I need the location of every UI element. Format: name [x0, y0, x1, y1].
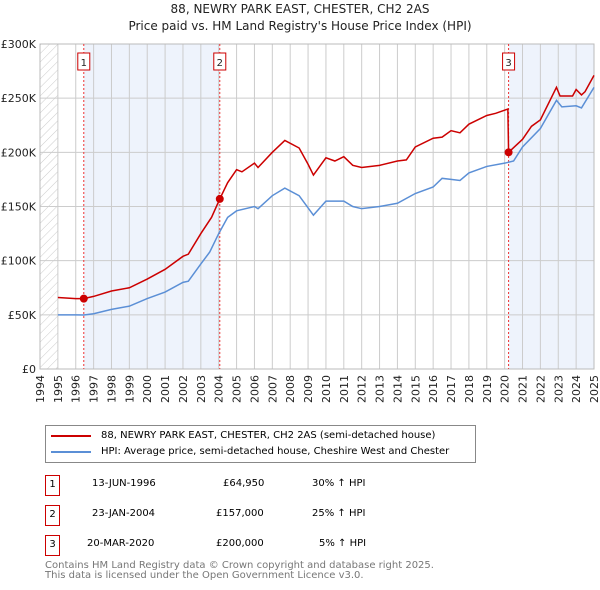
sale-price: £157,000: [216, 508, 264, 519]
x-tick-label: 2012: [356, 375, 369, 403]
table-row: 1 13-JUN-1996 £64,950 30% ↑ HPI: [45, 475, 445, 496]
x-tick-label: 2006: [248, 375, 261, 403]
x-tick-label: 2024: [570, 375, 583, 403]
y-tick-label: £250K: [1, 92, 37, 105]
series-line: [57, 86, 595, 316]
x-tick-label: 2005: [231, 375, 244, 403]
x-tick-label: 2003: [195, 375, 208, 403]
series-line: [57, 75, 595, 300]
legend-hpi: HPI: Average price, semi-detached house,…: [101, 446, 450, 457]
x-tick-label: 2015: [409, 375, 422, 403]
sale-number: 3: [45, 535, 60, 556]
y-tick-label: £100K: [1, 255, 37, 268]
x-tick-label: 2010: [320, 375, 333, 403]
sale-point: [504, 148, 513, 157]
x-tick-label: 1997: [88, 375, 101, 403]
sale-hpi: 30% ↑ HPI: [312, 478, 366, 489]
sale-hpi: 25% ↑ HPI: [312, 508, 366, 519]
sale-label: 2: [217, 58, 223, 69]
x-tick-label: 1999: [123, 375, 136, 403]
x-tick-label: 1996: [70, 375, 83, 403]
plot-frame: [39, 43, 595, 370]
legend: 88, NEWRY PARK EAST, CHESTER, CH2 2AS (s…: [45, 425, 476, 463]
x-tick-label: 2000: [141, 375, 154, 403]
x-tick-label: 2025: [588, 375, 600, 403]
sale-label: 1: [81, 58, 87, 69]
x-tick-label: 2018: [463, 375, 476, 403]
sale-point: [215, 194, 224, 203]
sale-date: 20-MAR-2020: [87, 538, 155, 549]
x-tick-label: 2004: [213, 375, 226, 403]
footer-line: Contains HM Land Registry data © Crown c…: [45, 560, 434, 571]
y-tick-label: £200K: [1, 146, 37, 159]
legend-property: 88, NEWRY PARK EAST, CHESTER, CH2 2AS (s…: [101, 430, 436, 441]
y-tick-label: £0: [22, 363, 36, 376]
x-tick-label: 2016: [427, 375, 440, 403]
table-row: 2 23-JAN-2004 £157,000 25% ↑ HPI: [45, 505, 445, 526]
sale-date: 23-JAN-2004: [92, 508, 156, 519]
x-tick-label: 2017: [445, 375, 458, 403]
x-tick-label: 2002: [177, 375, 190, 403]
price-chart: 1994 1995 1996 1997 1998 1999 2000 2001 2002 2003…: [1, 38, 600, 403]
sale-label-box: [77, 52, 91, 71]
y-tick-label: £300K: [1, 38, 37, 51]
x-tick-label: 2013: [374, 375, 387, 403]
chart-title: 88, NEWRY PARK EAST, CHESTER, CH2 2AS: [170, 2, 430, 16]
sale-hpi: 5% ↑ HPI: [319, 538, 367, 549]
x-tick-label: 2019: [481, 375, 494, 403]
x-tick-label: 2001: [159, 375, 172, 403]
sale-point: [79, 294, 88, 303]
sale-price: £64,950: [223, 478, 265, 489]
y-tick-label: £150K: [1, 201, 37, 214]
table-row: 3 20-MAR-2020 £200,000 5% ↑ HPI: [45, 535, 445, 556]
legend-red-line: [51, 434, 91, 437]
x-tick-label: 2020: [499, 375, 512, 403]
chart-subtitle: Price paid vs. HM Land Registry's House …: [128, 19, 472, 33]
sale-number: 2: [45, 505, 60, 526]
sale-label-box: [213, 52, 227, 71]
y-tick-label: £50K: [8, 309, 37, 322]
sale-label-box: [502, 52, 516, 71]
sale-number: 1: [45, 475, 60, 496]
x-tick-label: 1998: [105, 375, 118, 403]
x-tick-label: 2014: [391, 375, 404, 403]
x-tick-label: 2022: [534, 375, 547, 403]
x-tick-label: 1995: [52, 375, 65, 403]
x-tick-label: 2011: [338, 375, 351, 403]
footer-line: This data is licensed under the Open Gov…: [45, 570, 364, 581]
legend-blue-line: [51, 450, 91, 453]
x-tick-label: 2007: [266, 375, 279, 403]
x-tick-label: 2023: [552, 375, 565, 403]
sale-price: £200,000: [216, 538, 264, 549]
x-tick-label: 2009: [302, 375, 315, 403]
x-tick-label: 2008: [284, 375, 297, 403]
footer: Contains HM Land Registry data © Crown c…: [45, 561, 434, 581]
sale-date: 13-JUN-1996: [92, 478, 156, 489]
sale-label: 3: [505, 58, 511, 69]
x-tick-label: 1994: [34, 375, 47, 403]
x-tick-label: 2021: [517, 375, 530, 403]
